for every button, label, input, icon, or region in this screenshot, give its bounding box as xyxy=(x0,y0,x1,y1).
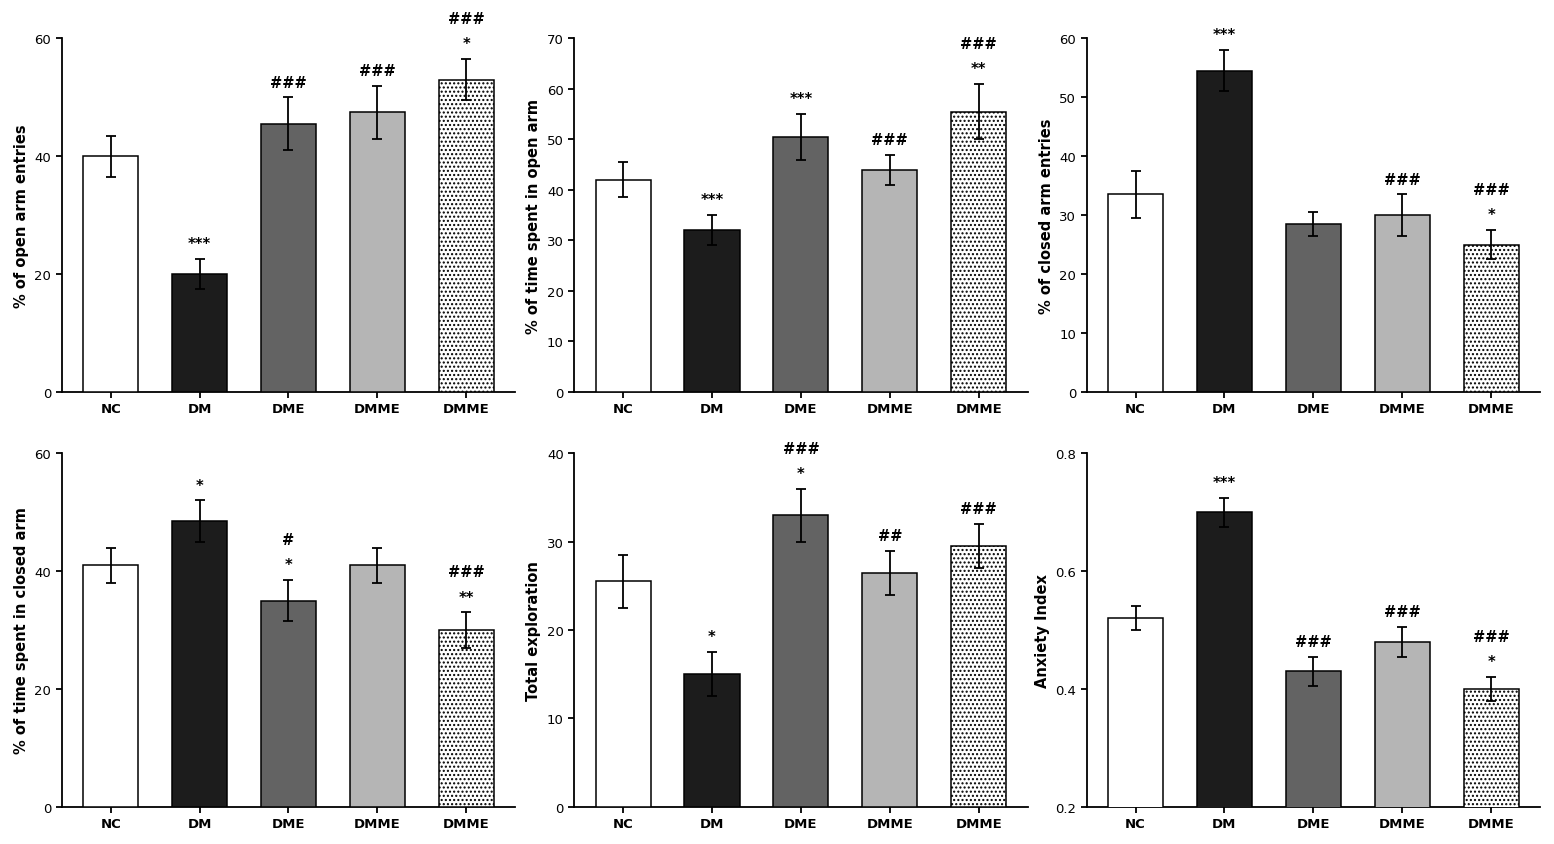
Text: ###: ### xyxy=(960,36,998,51)
Bar xyxy=(774,138,828,392)
Bar xyxy=(862,573,917,807)
Bar xyxy=(82,565,138,807)
Bar xyxy=(261,601,315,807)
Bar xyxy=(438,80,494,392)
Bar xyxy=(261,125,315,392)
Bar xyxy=(1108,195,1162,392)
Bar xyxy=(1375,642,1430,844)
Bar xyxy=(1285,225,1341,392)
Bar xyxy=(595,582,651,807)
Text: **: ** xyxy=(458,590,474,605)
Text: *: * xyxy=(797,467,805,481)
Text: *: * xyxy=(463,37,471,52)
Bar xyxy=(172,274,227,392)
Bar xyxy=(172,522,227,807)
Bar xyxy=(774,516,828,807)
Y-axis label: Total exploration: Total exploration xyxy=(527,560,541,701)
Bar xyxy=(350,565,406,807)
Bar xyxy=(862,170,917,392)
Bar xyxy=(595,181,651,392)
Text: ###: ### xyxy=(448,565,485,580)
Bar xyxy=(684,674,740,807)
Text: ###: ### xyxy=(1385,172,1420,187)
Y-axis label: % of time spent in open arm: % of time spent in open arm xyxy=(527,99,541,333)
Text: ***: *** xyxy=(188,237,211,252)
Text: ###: ### xyxy=(783,441,819,456)
Text: ***: *** xyxy=(789,92,813,107)
Y-axis label: Anxiety Index: Anxiety Index xyxy=(1035,573,1049,687)
Bar xyxy=(684,231,740,392)
Bar xyxy=(1285,672,1341,844)
Text: *: * xyxy=(1487,655,1495,669)
Bar xyxy=(350,113,406,392)
Bar xyxy=(1375,216,1430,392)
Bar xyxy=(438,630,494,807)
Text: ###: ### xyxy=(1473,182,1509,197)
Bar xyxy=(1108,619,1162,844)
Text: ###: ### xyxy=(960,501,998,517)
Text: ###: ### xyxy=(1473,629,1509,644)
Text: *: * xyxy=(196,479,204,493)
Text: ***: *** xyxy=(701,193,724,208)
Bar xyxy=(951,546,1007,807)
Text: *: * xyxy=(284,558,292,572)
Bar xyxy=(1464,246,1518,392)
Bar xyxy=(951,112,1007,392)
Text: *: * xyxy=(1487,208,1495,223)
Text: ***: *** xyxy=(1212,475,1235,490)
Text: ###: ### xyxy=(448,12,485,27)
Text: ###: ### xyxy=(1294,634,1332,649)
Bar xyxy=(1197,72,1253,392)
Y-axis label: % of time spent in closed arm: % of time spent in closed arm xyxy=(14,507,30,754)
Text: **: ** xyxy=(971,62,987,77)
Y-axis label: % of closed arm entries: % of closed arm entries xyxy=(1038,118,1054,313)
Bar xyxy=(82,157,138,392)
Text: #: # xyxy=(283,533,295,547)
Text: ###: ### xyxy=(872,133,908,148)
Text: ##: ## xyxy=(878,528,903,544)
Text: ***: *** xyxy=(1212,29,1235,43)
Text: ###: ### xyxy=(1385,604,1420,619)
Text: ###: ### xyxy=(270,75,306,90)
Bar xyxy=(1197,512,1253,844)
Bar xyxy=(1464,689,1518,844)
Y-axis label: % of open arm entries: % of open arm entries xyxy=(14,124,30,307)
Text: ###: ### xyxy=(359,63,396,78)
Text: *: * xyxy=(709,630,716,645)
